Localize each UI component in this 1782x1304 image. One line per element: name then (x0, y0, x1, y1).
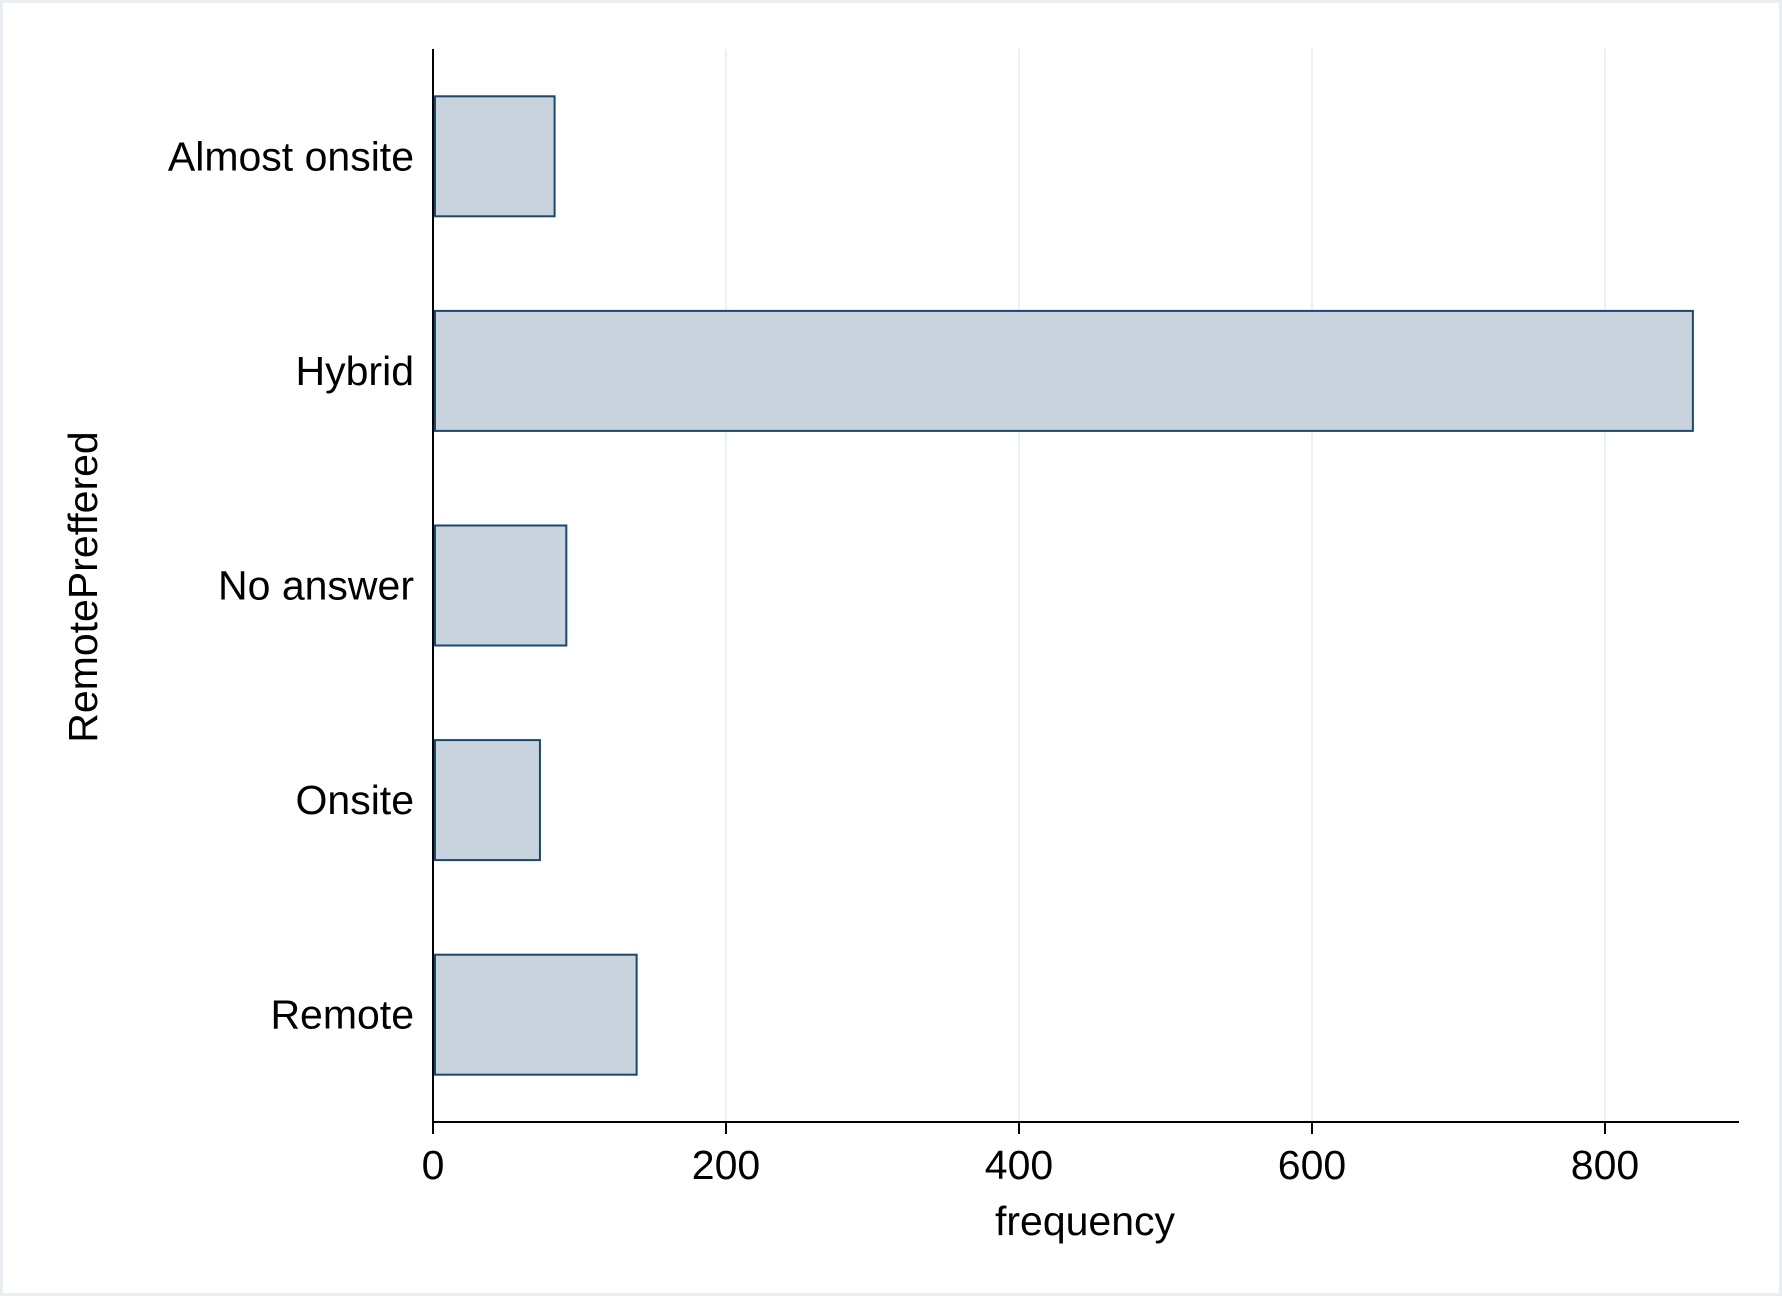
category-label: Hybrid (296, 348, 414, 394)
x-axis-title: frequency (995, 1198, 1176, 1244)
category-label: Onsite (296, 777, 415, 823)
grid-layer (725, 49, 1606, 1122)
category-label: Remote (270, 992, 414, 1038)
category-label: No answer (218, 563, 414, 609)
bar-chart: Almost onsite Hybrid No answer Onsite Remote… (60, 49, 1739, 1244)
bar-almost-onsite (434, 95, 556, 218)
bar-hybrid (434, 309, 1694, 432)
label-layer: Almost onsite Hybrid No answer Onsite Remote… (168, 133, 1639, 1188)
bar-onsite (434, 739, 541, 862)
bar-remote (434, 953, 638, 1076)
x-tick-label: 0 (422, 1142, 445, 1188)
bar-layer (434, 95, 1694, 1076)
x-tick-label: 400 (985, 1142, 1053, 1188)
bar-no-answer (434, 524, 568, 647)
x-tick-label: 200 (692, 1142, 760, 1188)
category-label: Almost onsite (168, 133, 414, 179)
y-axis-title: RemotePreffered (60, 431, 106, 742)
x-tick-label: 800 (1571, 1142, 1639, 1188)
axis-layer (432, 49, 1739, 1134)
x-tick-label: 600 (1278, 1142, 1346, 1188)
